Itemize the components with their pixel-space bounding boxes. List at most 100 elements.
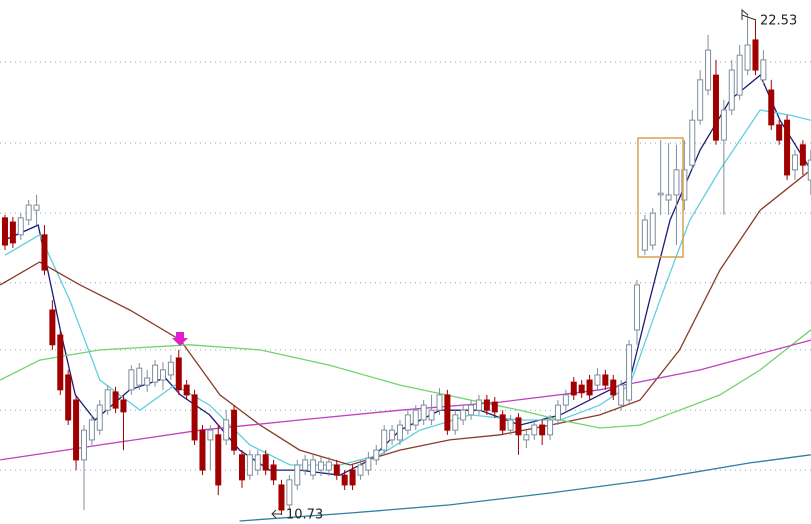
candle-body bbox=[460, 409, 467, 421]
candle-body bbox=[578, 384, 585, 394]
candle-body bbox=[120, 399, 127, 413]
candle-body bbox=[294, 464, 301, 486]
ma-line bbox=[0, 339, 811, 461]
candle-body bbox=[254, 454, 261, 471]
candle-body bbox=[744, 44, 751, 71]
candle-body bbox=[136, 367, 143, 386]
signal-arrow bbox=[172, 332, 188, 346]
moving-averages bbox=[0, 74, 811, 522]
candle-body bbox=[310, 459, 317, 476]
candle-body bbox=[412, 409, 419, 426]
candle-body bbox=[602, 374, 609, 386]
candle-body bbox=[689, 119, 696, 166]
candle-body bbox=[183, 384, 190, 396]
candle-body bbox=[365, 457, 372, 471]
candle-body bbox=[396, 424, 403, 441]
candle-body bbox=[428, 409, 435, 421]
low-pointer bbox=[271, 509, 282, 519]
candle-body bbox=[523, 434, 530, 441]
candle-body bbox=[175, 357, 182, 391]
candle-body bbox=[167, 361, 174, 376]
candle-body bbox=[507, 419, 514, 431]
candle-body bbox=[515, 417, 522, 436]
candle-body bbox=[784, 119, 791, 176]
candle-body bbox=[420, 404, 427, 421]
candle-body bbox=[199, 429, 206, 471]
candle-body bbox=[25, 204, 32, 221]
candle-body bbox=[562, 394, 569, 406]
candle-body bbox=[633, 284, 640, 331]
candle-body bbox=[539, 424, 546, 436]
candle-body bbox=[41, 234, 48, 271]
candle-body bbox=[665, 194, 672, 201]
candle-body bbox=[736, 54, 743, 96]
candle-body bbox=[483, 399, 490, 411]
candle-body bbox=[799, 144, 806, 166]
candle-body bbox=[475, 399, 482, 411]
candle-body bbox=[238, 454, 245, 481]
candle-body bbox=[404, 414, 411, 431]
candle-body bbox=[760, 59, 767, 81]
candle-body bbox=[649, 212, 656, 246]
candle-body bbox=[325, 461, 332, 471]
candle-body bbox=[231, 409, 238, 451]
candle-body bbox=[554, 404, 561, 421]
candle-body bbox=[720, 109, 727, 141]
candle-body bbox=[1, 217, 8, 246]
ma-line bbox=[0, 169, 811, 466]
candle-body bbox=[381, 429, 388, 451]
candle-body bbox=[88, 419, 95, 441]
candle-body bbox=[215, 434, 222, 486]
candle-body bbox=[246, 454, 253, 476]
candle-body bbox=[302, 459, 309, 471]
candle-body bbox=[341, 474, 348, 486]
candle-body bbox=[262, 454, 269, 471]
candle-body bbox=[33, 204, 40, 211]
candle-body bbox=[159, 369, 166, 381]
candle-body bbox=[9, 221, 16, 244]
candle-body bbox=[531, 424, 538, 436]
candle-body bbox=[618, 384, 625, 406]
candle-body bbox=[278, 484, 285, 511]
candle-body bbox=[681, 169, 688, 201]
ma-line bbox=[4, 109, 811, 466]
high-label: 22.53 bbox=[760, 14, 797, 29]
candle-body bbox=[65, 374, 72, 421]
candle-body bbox=[641, 219, 648, 251]
candle-body bbox=[752, 39, 759, 71]
candle-body bbox=[349, 469, 356, 486]
candle-body bbox=[610, 379, 617, 396]
candle-body bbox=[491, 401, 498, 413]
candle-body bbox=[389, 429, 396, 441]
candle-body bbox=[317, 461, 324, 471]
candle-body bbox=[96, 404, 103, 431]
candle-body bbox=[626, 344, 633, 401]
candle-body bbox=[768, 89, 775, 126]
candle-body bbox=[17, 217, 24, 236]
candle-body bbox=[657, 192, 664, 196]
candle-body bbox=[705, 49, 712, 91]
candle-body bbox=[112, 391, 119, 409]
highlight-box bbox=[637, 137, 684, 258]
candle-body bbox=[104, 389, 111, 411]
candle-body bbox=[223, 419, 230, 441]
candle-body bbox=[776, 124, 783, 141]
candle-body bbox=[547, 419, 554, 436]
candle-body bbox=[80, 429, 87, 461]
candle-body bbox=[468, 404, 475, 416]
candle-body bbox=[499, 414, 506, 431]
candle-body bbox=[191, 394, 198, 441]
candle-body bbox=[791, 154, 798, 171]
candle-body bbox=[333, 464, 340, 476]
candle-body bbox=[152, 364, 159, 383]
candle-body bbox=[286, 479, 293, 506]
candle-body bbox=[270, 464, 277, 481]
candle-body bbox=[373, 449, 380, 461]
candle-body bbox=[444, 394, 451, 431]
candle-body bbox=[728, 69, 735, 111]
candle-body bbox=[49, 309, 56, 346]
candle-body bbox=[73, 399, 80, 461]
